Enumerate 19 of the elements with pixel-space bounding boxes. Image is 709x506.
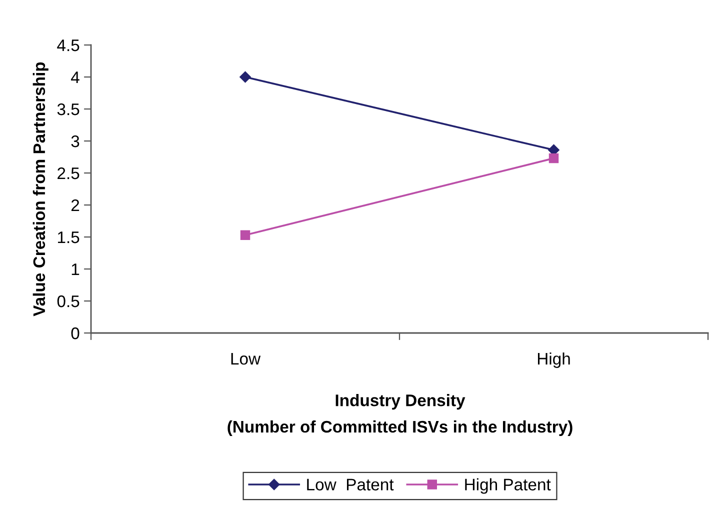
x-tick-label: High <box>538 352 570 368</box>
y-tick-label: 4.5 <box>57 40 80 52</box>
legend-label: Low Patent <box>307 478 394 490</box>
point <box>240 230 250 240</box>
y-tick-label: 3 <box>71 135 80 148</box>
y-tick-label: 0 <box>71 327 80 340</box>
y-tick-label: 4 <box>71 72 80 84</box>
y-tick-label: 2.5 <box>58 167 80 180</box>
y-tick-label: 2 <box>71 199 80 212</box>
y-tick-label: 1 <box>72 264 80 276</box>
point <box>240 71 251 83</box>
legend-label: High Patent <box>465 478 551 494</box>
y-tick-label: 3.5 <box>57 103 80 116</box>
x-axis-title: Industry Density (Number of Committed ISVs in the Industry) <box>228 394 572 436</box>
point <box>548 153 559 164</box>
y-tick-label: 0.5 <box>57 295 80 308</box>
y-tick-label: 1.5 <box>58 232 80 244</box>
y-axis-title: Value Creation from Partnership <box>32 62 48 316</box>
x-tick-label: Low <box>231 353 261 365</box>
